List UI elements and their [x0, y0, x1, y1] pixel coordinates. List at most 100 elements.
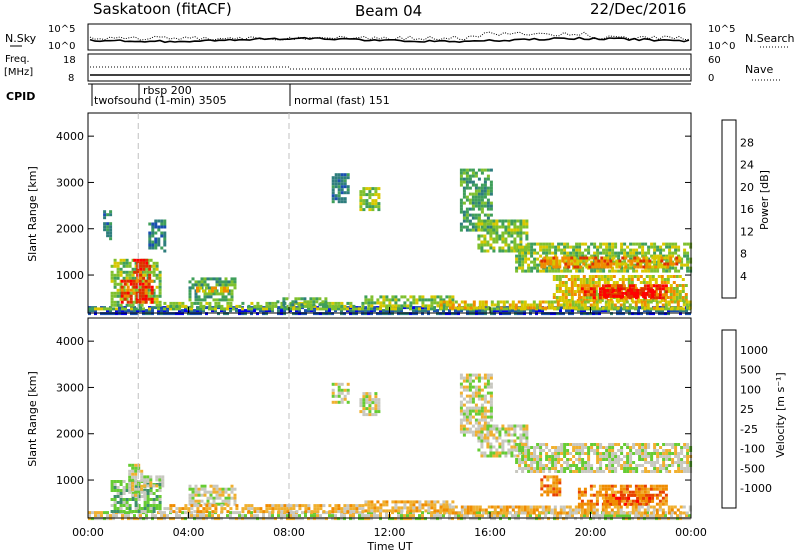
power-region-cell-17: [618, 263, 621, 266]
velocity-region-cell-8: [445, 500, 448, 503]
velocity-region-cell-10: [507, 452, 510, 455]
velocity-region-cell-0: [100, 511, 103, 514]
velocity-region-cell-11: [578, 470, 581, 473]
power-region-cell-4: [133, 286, 136, 289]
velocity-region-cell-1: [123, 510, 126, 513]
power-region-cell-13: [442, 304, 445, 307]
velocity-region-cell-9: [478, 410, 481, 413]
power-region-cell-20: [630, 289, 633, 292]
power-region-cell-3: [120, 283, 123, 286]
power-region-cell-9: [334, 302, 337, 305]
velocity-region-cell-11: [575, 449, 578, 452]
velocity-region-cell-5: [340, 507, 343, 510]
power-region-cell-7: [222, 298, 225, 301]
power-region-cell-4: [124, 298, 127, 301]
power-region-cell-8: [199, 287, 202, 290]
power-region-cell-14: [469, 178, 472, 181]
power-region-cell-16: [569, 252, 572, 255]
velocity-region-cell-6: [341, 383, 344, 386]
power-region-cell-0: [151, 309, 154, 312]
velocity-region-cell-8: [406, 506, 409, 509]
power-region-cell-20: [651, 292, 654, 295]
power-region-cell-16: [530, 246, 533, 249]
velocity-region-cell-5: [313, 510, 316, 513]
velocity-region-cell-11: [575, 458, 578, 461]
power-region-cell-10: [309, 300, 312, 303]
power-region-cell-9: [226, 302, 229, 305]
velocity-region-cell-11: [530, 455, 533, 458]
power-region-cell-14: [472, 214, 475, 217]
power-region-cell-20: [633, 292, 636, 295]
power-region-cell-18: [640, 275, 643, 278]
power-region-cell-17: [660, 266, 663, 269]
velocity-region-cell-11: [635, 449, 638, 452]
velocity-region-cell-0: [184, 511, 187, 514]
velocity-region-cell-11: [572, 446, 575, 449]
velocity-region-cell-13: [662, 488, 665, 491]
power-region-cell-16: [533, 249, 536, 252]
velocity-region-cell-4: [204, 485, 207, 488]
velocity-region-cell-11: [515, 461, 518, 464]
velocity-region-cell-10: [495, 431, 498, 434]
velocity-region-cell-8: [418, 509, 421, 512]
power-region-cell-14: [475, 184, 478, 187]
velocity-region-cell-5: [337, 510, 340, 513]
power-region-cell-15: [513, 238, 516, 241]
velocity-region-cell-11: [530, 467, 533, 470]
power-region-cell-7: [189, 286, 192, 289]
velocity-region-cell-11: [566, 458, 569, 461]
velocity-region-cell-15: [530, 509, 533, 512]
velocity-region-cell-10: [519, 440, 522, 443]
power-region-cell-20: [615, 289, 618, 292]
velocity-region-cell-11: [659, 446, 662, 449]
power-region-cell-16: [611, 252, 614, 255]
velocity-region-cell-1: [144, 498, 147, 501]
power-region-cell-16: [599, 243, 602, 246]
velocity-region-cell-1: [123, 489, 126, 492]
power-region-cell-16: [545, 270, 548, 273]
velocity-region-cell-0: [196, 514, 199, 517]
velocity-region-cell-11: [566, 461, 569, 464]
velocity-region-cell-11: [662, 449, 665, 452]
power-region-cell-15: [495, 232, 498, 235]
power-region-cell-12: [365, 202, 368, 205]
velocity-region-cell-0: [106, 514, 109, 517]
velocity-region-cell-5: [322, 504, 325, 507]
velocity-region-cell-11: [632, 467, 635, 470]
power-region-cell-15: [492, 232, 495, 235]
velocity-region-cell-11: [599, 467, 602, 470]
noise-sky-trace: [90, 38, 689, 43]
velocity-region-cell-14: [609, 500, 612, 503]
velocity-region-cell-5: [199, 510, 202, 513]
velocity-region-cell-5: [361, 510, 364, 513]
velocity-region-cell-0: [241, 514, 244, 517]
velocity-region-cell-15: [467, 509, 470, 512]
power-region-cell-13: [364, 295, 367, 298]
power-region-cell-7: [207, 277, 210, 280]
velocity-region-cell-11: [539, 443, 542, 446]
velocity-region-cell-10: [510, 425, 513, 428]
power-region-cell-18: [565, 287, 568, 290]
power-region-cell-1: [496, 307, 499, 310]
power-region-cell-3: [114, 301, 117, 304]
power-region-cell-21: [575, 301, 578, 304]
power-region-cell-15: [525, 238, 528, 241]
power-region-cell-20: [606, 289, 609, 292]
velocity-region-cell-10: [513, 455, 516, 458]
power-region-cell-4: [142, 298, 145, 301]
velocity-region-cell-1: [141, 495, 144, 498]
power-region-cell-9: [202, 305, 205, 308]
power-region-cell-2: [109, 210, 112, 213]
power-region-cell-5: [139, 259, 142, 262]
velocity-region-cell-5: [313, 507, 316, 510]
power-region-cell-15: [504, 232, 507, 235]
power-region-cell-12: [359, 196, 362, 199]
velocity-region-cell-14: [615, 503, 618, 506]
velocity-region-cell-15: [521, 509, 524, 512]
power-region-cell-16: [686, 264, 689, 267]
freq-tick-top: 18: [63, 55, 76, 66]
power-region-cell-13: [370, 295, 373, 298]
velocity-region-cell-11: [560, 464, 563, 467]
power-region-cell-10: [291, 303, 294, 306]
power-region-cell-15: [480, 247, 483, 250]
